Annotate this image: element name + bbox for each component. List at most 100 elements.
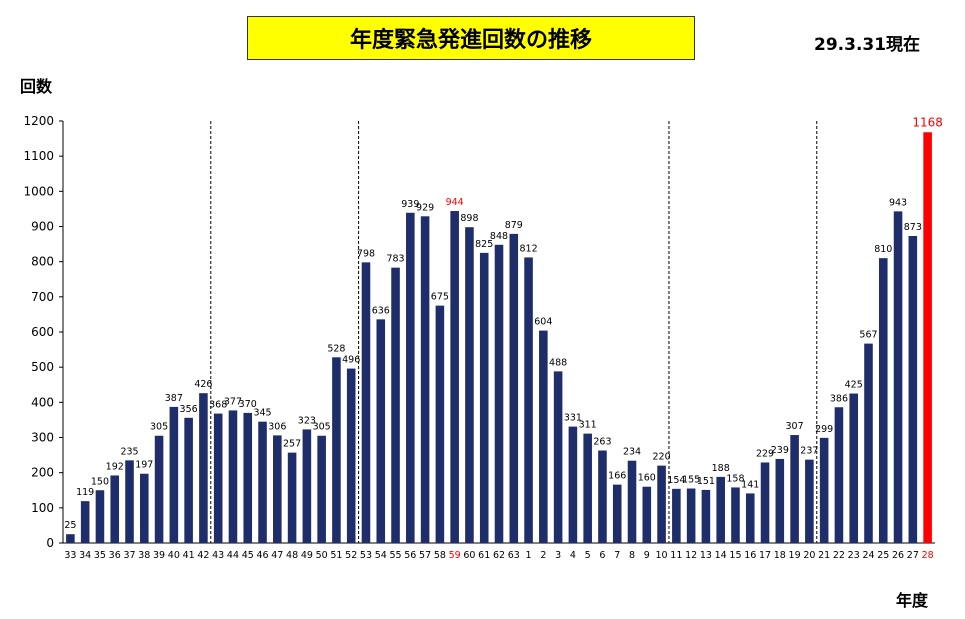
value-label-61: 825 <box>475 239 493 250</box>
category-label-49: 49 <box>301 550 313 561</box>
bar-57 <box>420 216 430 543</box>
category-label-62: 62 <box>493 550 505 561</box>
y-tick-label: 900 <box>31 220 54 234</box>
bar-25 <box>878 258 888 543</box>
category-label-22: 22 <box>833 550 845 561</box>
category-label-14: 14 <box>715 550 727 561</box>
category-label-5: 5 <box>585 550 591 561</box>
value-label-59: 944 <box>446 197 464 208</box>
value-label-63: 879 <box>505 220 523 231</box>
bar-8 <box>627 460 637 543</box>
category-label-60: 60 <box>463 550 475 561</box>
y-tick-label: 500 <box>31 360 54 374</box>
value-label-35: 150 <box>91 476 109 487</box>
category-label-27: 27 <box>907 550 919 561</box>
y-tick-label: 800 <box>31 255 54 269</box>
bar-61 <box>479 252 489 543</box>
bar-43 <box>213 413 223 543</box>
bar-20 <box>805 459 814 543</box>
value-label-26: 943 <box>889 197 907 208</box>
value-label-19: 307 <box>786 421 804 432</box>
value-label-50: 305 <box>313 422 331 433</box>
category-label-6: 6 <box>599 550 605 561</box>
category-label-8: 8 <box>629 550 635 561</box>
value-label-54: 636 <box>372 305 390 316</box>
value-label-13: 151 <box>697 476 715 487</box>
bar-7 <box>612 484 622 543</box>
category-label-57: 57 <box>419 550 431 561</box>
category-label-11: 11 <box>670 550 682 561</box>
value-label-6: 263 <box>593 437 611 448</box>
value-label-2: 604 <box>534 317 552 328</box>
value-label-33: 25 <box>64 520 76 531</box>
category-label-40: 40 <box>168 550 180 561</box>
value-label-18: 239 <box>771 445 789 456</box>
bar-26 <box>893 211 903 543</box>
date-note: 29.3.31現在 <box>814 35 921 55</box>
value-label-40: 387 <box>165 393 183 404</box>
bar-39 <box>154 435 164 543</box>
category-label-28: 28 <box>922 550 934 561</box>
category-label-37: 37 <box>123 550 135 561</box>
value-label-45: 370 <box>239 399 257 410</box>
value-label-1: 812 <box>519 243 537 254</box>
bar-24 <box>864 343 873 543</box>
bar-54 <box>376 319 386 543</box>
value-label-34: 119 <box>76 487 94 498</box>
bar-13 <box>701 489 711 543</box>
value-label-15: 158 <box>726 473 744 484</box>
bar-34 <box>80 501 90 543</box>
value-label-56: 939 <box>401 199 419 210</box>
y-tick-label: 1000 <box>23 184 54 198</box>
value-label-25: 810 <box>874 244 892 255</box>
category-label-45: 45 <box>242 550 254 561</box>
bar-58 <box>435 305 445 543</box>
y-tick-label: 1200 <box>23 114 54 128</box>
category-label-35: 35 <box>94 550 106 561</box>
category-label-2: 2 <box>540 550 546 561</box>
value-label-36: 192 <box>106 461 124 472</box>
bar-52 <box>346 368 356 543</box>
category-label-21: 21 <box>818 550 830 561</box>
value-label-49: 323 <box>298 415 316 426</box>
value-label-58: 675 <box>431 292 449 303</box>
category-label-19: 19 <box>789 550 801 561</box>
value-label-10: 220 <box>653 452 671 463</box>
value-label-44: 377 <box>224 396 242 407</box>
bar-62 <box>494 244 504 543</box>
category-label-10: 10 <box>656 550 668 561</box>
category-label-41: 41 <box>183 550 195 561</box>
bar-50 <box>317 435 326 543</box>
bar-14 <box>716 476 725 543</box>
value-label-62: 848 <box>490 231 508 242</box>
value-label-22: 386 <box>830 393 848 404</box>
y-tick-label: 100 <box>31 501 54 515</box>
value-label-8: 234 <box>623 447 641 458</box>
category-label-44: 44 <box>227 550 239 561</box>
bar-55 <box>391 267 400 543</box>
bar-5 <box>583 433 592 543</box>
value-label-21: 299 <box>815 424 833 435</box>
x-axis-label: 年度 <box>896 591 929 610</box>
y-tick-label: 300 <box>31 431 54 445</box>
category-label-42: 42 <box>197 550 209 561</box>
category-label-25: 25 <box>877 550 889 561</box>
bar-16 <box>745 493 755 543</box>
value-label-7: 166 <box>608 471 626 482</box>
bar-41 <box>184 417 193 543</box>
value-label-27: 873 <box>904 222 922 233</box>
y-tick-label: 1100 <box>23 149 54 163</box>
value-label-51: 528 <box>327 343 345 354</box>
category-label-58: 58 <box>434 550 446 561</box>
value-label-48: 257 <box>283 439 301 450</box>
category-label-17: 17 <box>759 550 771 561</box>
value-label-53: 798 <box>357 248 375 259</box>
category-label-53: 53 <box>360 550 372 561</box>
bar-56 <box>406 212 415 543</box>
category-label-50: 50 <box>316 550 328 561</box>
bar-49 <box>302 429 312 543</box>
category-label-16: 16 <box>744 550 756 561</box>
category-label-51: 51 <box>330 550 342 561</box>
bar-28 <box>923 132 932 543</box>
category-label-54: 54 <box>375 550 387 561</box>
